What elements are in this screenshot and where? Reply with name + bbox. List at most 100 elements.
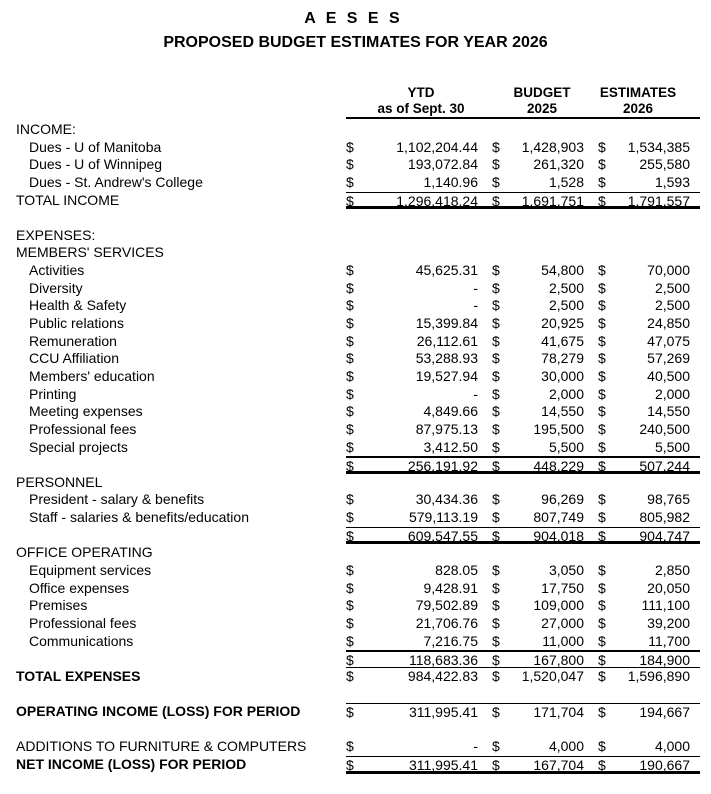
budget-value: 17,750 [541, 579, 584, 596]
column-header-ytd: YTD as of Sept. 30 [356, 85, 486, 117]
table-row: President - salary & benefits $30,434.36 $… [0, 491, 711, 509]
ytd-value: 984,422.83 [407, 667, 478, 684]
row-label: Meeting expenses [29, 403, 143, 420]
budget-value: 807,749 [533, 509, 584, 526]
estimate-value: 40,500 [647, 367, 690, 384]
document-title: PROPOSED BUDGET ESTIMATES FOR YEAR 2026 [163, 34, 548, 51]
ytd-value: 311,995.41 [408, 704, 478, 721]
row-values: $87,975.13 $195,500 $240,500 [346, 421, 700, 439]
row-values: $21,706.76 $27,000 $39,200 [346, 615, 700, 633]
currency-symbol: $ [492, 757, 500, 774]
estimate-value: 1,791,557 [627, 192, 690, 209]
currency-symbol: $ [346, 315, 354, 332]
table-row: OPERATING INCOME (LOSS) FOR PERIOD $311,9… [0, 703, 711, 721]
budget-table: INCOME: Dues - U of Manitoba $1,102,204.44… [0, 121, 711, 774]
currency-symbol: $ [492, 138, 500, 155]
ytd-value: 4,849.66 [423, 403, 479, 420]
ytd-value: 79,502.89 [415, 597, 478, 614]
estimate-value: 5,500 [654, 438, 690, 455]
row-values: $984,422.83 $1,520,047 $1,596,890 [346, 668, 700, 686]
ytd-value: 9,428.91 [423, 579, 479, 596]
row-values: $45,625.31 $54,800 $70,000 [346, 262, 700, 280]
currency-symbol: $ [598, 491, 606, 508]
section-heading-row: EXPENSES: [0, 227, 711, 245]
currency-symbol: $ [492, 667, 500, 684]
row-values: $ - $2,500 $2,500 [346, 280, 700, 298]
currency-symbol: $ [598, 632, 606, 649]
section-heading-row: MEMBERS' SERVICES [0, 244, 711, 262]
row-label: President - salary & benefits [29, 491, 205, 508]
budget-value: 2,000 [548, 385, 584, 402]
ytd-value: 828.05 [435, 562, 478, 579]
currency-symbol: $ [492, 385, 500, 402]
row-label: Diversity [29, 279, 83, 296]
currency-symbol: $ [346, 156, 354, 173]
ytd-value: 19,527.94 [415, 367, 478, 384]
column-header-estimates-line1: ESTIMATES [599, 85, 677, 100]
currency-symbol: $ [598, 138, 606, 155]
ytd-value: - [473, 279, 478, 296]
row-label: Dues - U of Winnipeg [29, 156, 163, 173]
row-values: $609,547.55 $904,018 $904,747 [346, 526, 700, 545]
estimate-value: 11,700 [648, 632, 690, 649]
row-label: EXPENSES: [16, 226, 96, 243]
row-values: $9,428.91 $17,750 $20,050 [346, 580, 700, 598]
currency-symbol: $ [492, 420, 500, 437]
row-values: $828.05 $3,050 $2,850 [346, 562, 700, 580]
currency-symbol: $ [492, 491, 500, 508]
row-label: Special projects [29, 438, 128, 455]
estimate-value: 190,667 [639, 757, 690, 774]
table-row: Professional fees $21,706.76 $27,000 $39,20… [0, 615, 711, 633]
currency-symbol: $ [598, 279, 606, 296]
row-label: Remuneration [29, 332, 117, 349]
row-label: Professional fees [29, 420, 137, 437]
currency-symbol: $ [492, 350, 500, 367]
row-label: Activities [29, 262, 85, 279]
column-header-ytd-line1: YTD [407, 85, 435, 100]
table-row: ADDITIONS TO FURNITURE & COMPUTERS $ - $4,0… [0, 738, 711, 756]
row-label: OFFICE OPERATING [16, 544, 153, 561]
table-row: Members' education $19,527.94 $30,000 $40,5… [0, 368, 711, 386]
currency-symbol: $ [346, 509, 354, 526]
currency-symbol: $ [598, 614, 606, 631]
currency-symbol: $ [346, 173, 354, 190]
currency-symbol: $ [346, 385, 354, 402]
currency-symbol: $ [598, 458, 606, 475]
header-rule [346, 117, 700, 119]
budget-value: 11,000 [542, 632, 584, 649]
row-values: $1,140.96 $1,528 $1,593 [346, 174, 700, 192]
row-label: NET INCOME (LOSS) FOR PERIOD [16, 756, 247, 773]
row-values: $19,527.94 $30,000 $40,500 [346, 368, 700, 386]
row-label: Communications [29, 632, 134, 649]
currency-symbol: $ [598, 192, 606, 209]
currency-symbol: $ [346, 350, 354, 367]
currency-symbol: $ [598, 757, 606, 774]
currency-symbol: $ [492, 192, 500, 209]
row-values: $26,112.61 $41,675 $47,075 [346, 333, 700, 351]
currency-symbol: $ [346, 597, 354, 614]
row-label: MEMBERS' SERVICES [16, 244, 164, 261]
estimate-value: 20,050 [647, 579, 690, 596]
row-label: Staff - salaries & benefits/education [29, 509, 249, 526]
estimate-value: 2,500 [654, 297, 690, 314]
row-values: $1,102,204.44 $1,428,903 $1,534,385 [346, 139, 700, 157]
row-label: TOTAL EXPENSES [16, 667, 141, 684]
ytd-value: 311,995.41 [408, 757, 478, 774]
table-row: Printing $ - $2,000 $2,000 [0, 386, 711, 404]
table-row: TOTAL EXPENSES $984,422.83 $1,520,047 $1,59… [0, 668, 711, 686]
currency-symbol: $ [346, 491, 354, 508]
row-label: TOTAL INCOME [16, 191, 120, 208]
row-values: $7,216.75 $11,000 $11,700 [346, 633, 700, 651]
currency-symbol: $ [492, 367, 500, 384]
table-row: TOTAL INCOME $1,296,418.24 $1,691,751 $1,79… [0, 191, 711, 210]
budget-value: 5,500 [548, 438, 584, 455]
currency-symbol: $ [492, 173, 500, 190]
section-heading-row: INCOME: [0, 121, 711, 139]
ytd-value: 1,140.96 [423, 173, 479, 190]
currency-symbol: $ [598, 315, 606, 332]
budget-value: 78,279 [541, 350, 584, 367]
estimate-value: 2,000 [654, 385, 690, 402]
currency-symbol: $ [492, 704, 500, 721]
currency-symbol: $ [346, 279, 354, 296]
table-row: Meeting expenses $4,849.66 $14,550 $14,550 [0, 403, 711, 421]
